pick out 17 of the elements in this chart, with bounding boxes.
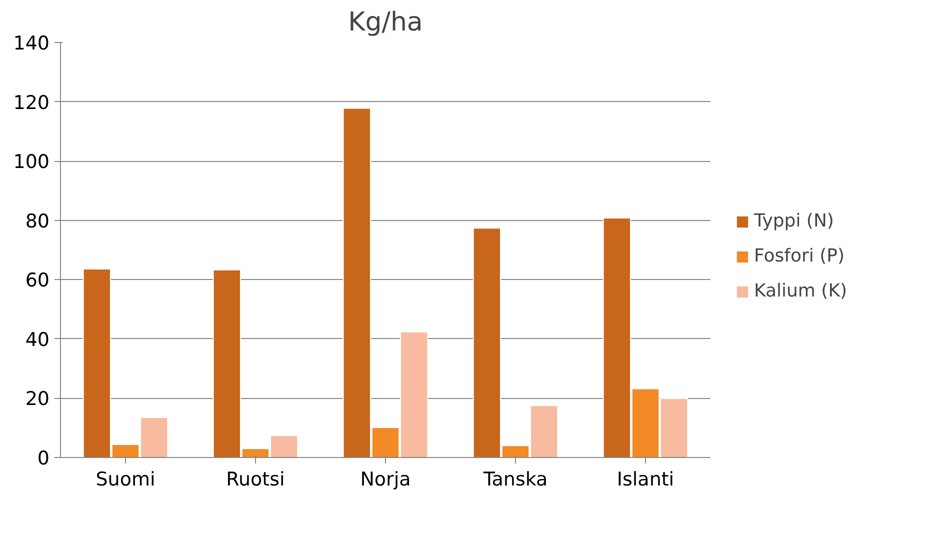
x-tick-label: Ruotsi xyxy=(226,468,285,490)
y-tick-label: 40 xyxy=(25,328,50,351)
legend-label: Fosfori (P) xyxy=(754,246,844,266)
y-tick-label: 140 xyxy=(13,32,50,54)
legend-label: Kalium (K) xyxy=(754,280,848,302)
y-tick-label: 20 xyxy=(25,388,50,410)
legend-label: Typpi (N) xyxy=(754,210,834,232)
x-tick-label: Islanti xyxy=(616,468,674,490)
y-tick-label: 60 xyxy=(25,270,50,292)
y-tick-label: 0 xyxy=(37,448,50,470)
x-tick-label: Tanska xyxy=(482,468,548,490)
y-tick-label: 120 xyxy=(13,92,50,114)
x-tick-label: Suomi xyxy=(96,468,156,490)
chart-title: Kg/ha xyxy=(348,8,423,38)
y-tick-label: 100 xyxy=(13,151,50,174)
x-tick-label: Norja xyxy=(360,468,411,490)
y-tick-label: 80 xyxy=(25,210,50,232)
